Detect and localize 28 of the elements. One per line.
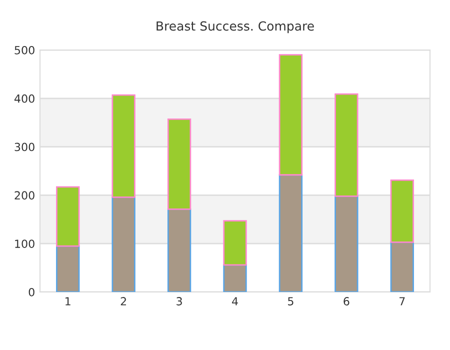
bar <box>223 264 247 292</box>
bar <box>223 220 247 266</box>
bar <box>390 180 414 243</box>
chart-title: Breast Success. Compare <box>156 21 314 34</box>
bar <box>278 54 303 176</box>
x-tick-label: 6 <box>344 297 350 306</box>
bar <box>167 118 192 210</box>
x-tick-label: 7 <box>400 297 405 306</box>
x-tick-label: 1 <box>66 297 70 306</box>
bar <box>56 186 80 247</box>
y-tick-label: 400 <box>14 94 34 103</box>
y-tick-label: 200 <box>14 191 34 200</box>
y-tick-label: 100 <box>15 240 34 248</box>
y-tick-label: 500 <box>14 46 34 54</box>
bar <box>334 93 358 197</box>
x-tick-label: 3 <box>176 297 182 306</box>
bar <box>334 195 358 292</box>
bar <box>56 245 80 292</box>
x-tick-label: 4 <box>232 297 238 306</box>
bar <box>167 208 192 292</box>
x-tick-label: 5 <box>288 297 294 306</box>
bar <box>112 196 136 292</box>
bar <box>390 241 414 292</box>
y-tick-label: 0 <box>28 288 34 296</box>
y-tick-label: 300 <box>14 142 34 152</box>
x-tick-label: 2 <box>120 297 126 306</box>
bar <box>112 94 136 198</box>
bar <box>278 174 303 292</box>
